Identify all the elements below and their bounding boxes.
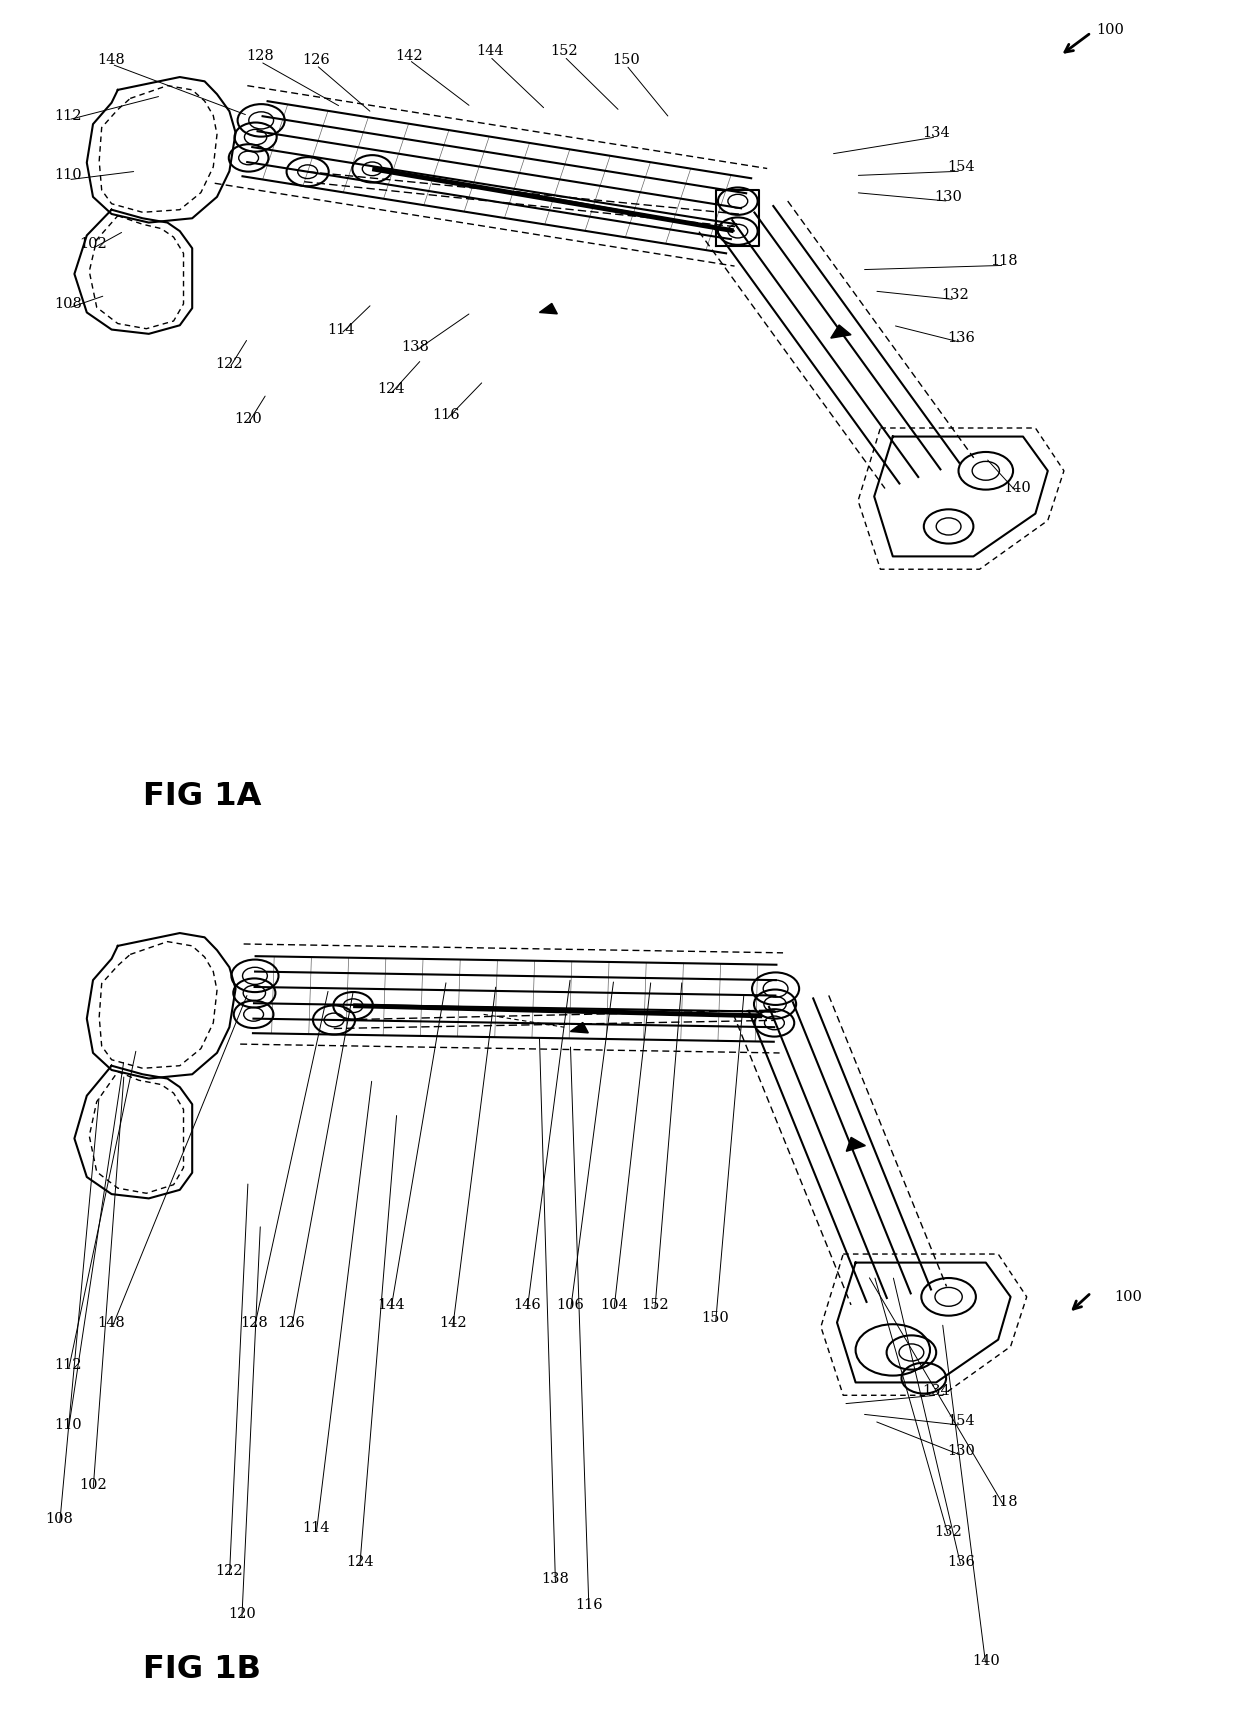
Polygon shape <box>846 1137 866 1150</box>
Text: 134: 134 <box>923 1383 950 1399</box>
Text: 112: 112 <box>55 108 82 123</box>
Text: 124: 124 <box>346 1554 373 1570</box>
Text: 114: 114 <box>303 1520 330 1536</box>
Polygon shape <box>570 1022 588 1032</box>
Text: 100: 100 <box>1115 1289 1142 1305</box>
Text: 130: 130 <box>935 190 962 204</box>
Polygon shape <box>539 303 557 313</box>
Text: 116: 116 <box>433 407 460 423</box>
Text: 128: 128 <box>241 1315 268 1330</box>
Text: 122: 122 <box>216 1563 243 1578</box>
Text: 144: 144 <box>377 1298 404 1313</box>
Text: 154: 154 <box>947 159 975 175</box>
Text: 148: 148 <box>98 1315 125 1330</box>
Text: 140: 140 <box>1003 481 1030 495</box>
Text: 118: 118 <box>991 1495 1018 1510</box>
Text: 152: 152 <box>551 45 578 58</box>
Text: 138: 138 <box>402 339 429 354</box>
Text: 150: 150 <box>702 1311 729 1325</box>
Text: 108: 108 <box>55 296 82 312</box>
Text: 120: 120 <box>228 1606 255 1621</box>
Text: 140: 140 <box>972 1654 999 1667</box>
Text: 150: 150 <box>613 53 640 67</box>
Polygon shape <box>831 325 851 339</box>
Text: 128: 128 <box>247 48 274 63</box>
Text: 142: 142 <box>396 48 423 63</box>
Text: 126: 126 <box>303 53 330 67</box>
Text: 142: 142 <box>439 1315 466 1330</box>
Text: 126: 126 <box>278 1315 305 1330</box>
Text: 100: 100 <box>1096 22 1123 38</box>
Text: 122: 122 <box>216 356 243 372</box>
Text: 124: 124 <box>377 382 404 397</box>
Text: 104: 104 <box>600 1298 627 1313</box>
Text: 132: 132 <box>935 1525 962 1539</box>
Text: 102: 102 <box>79 236 107 252</box>
Text: 110: 110 <box>55 168 82 183</box>
Text: 148: 148 <box>98 53 125 67</box>
Text: 144: 144 <box>476 45 503 58</box>
Text: 102: 102 <box>79 1477 107 1493</box>
Text: 132: 132 <box>941 288 968 303</box>
Text: 136: 136 <box>947 330 975 346</box>
Text: 116: 116 <box>575 1597 603 1613</box>
Text: FIG 1B: FIG 1B <box>143 1654 260 1685</box>
Text: 136: 136 <box>947 1554 975 1570</box>
Text: 112: 112 <box>55 1358 82 1373</box>
Text: 114: 114 <box>327 322 355 337</box>
Text: 110: 110 <box>55 1418 82 1433</box>
Text: 120: 120 <box>234 413 262 426</box>
Text: 118: 118 <box>991 253 1018 269</box>
Text: 130: 130 <box>947 1443 975 1459</box>
Text: 152: 152 <box>641 1298 668 1313</box>
Text: 146: 146 <box>513 1298 541 1313</box>
Text: 134: 134 <box>923 125 950 140</box>
Text: 106: 106 <box>557 1298 584 1313</box>
Text: 138: 138 <box>542 1572 569 1587</box>
Text: 108: 108 <box>46 1512 73 1527</box>
Text: 154: 154 <box>947 1414 975 1428</box>
Text: FIG 1A: FIG 1A <box>143 781 260 811</box>
